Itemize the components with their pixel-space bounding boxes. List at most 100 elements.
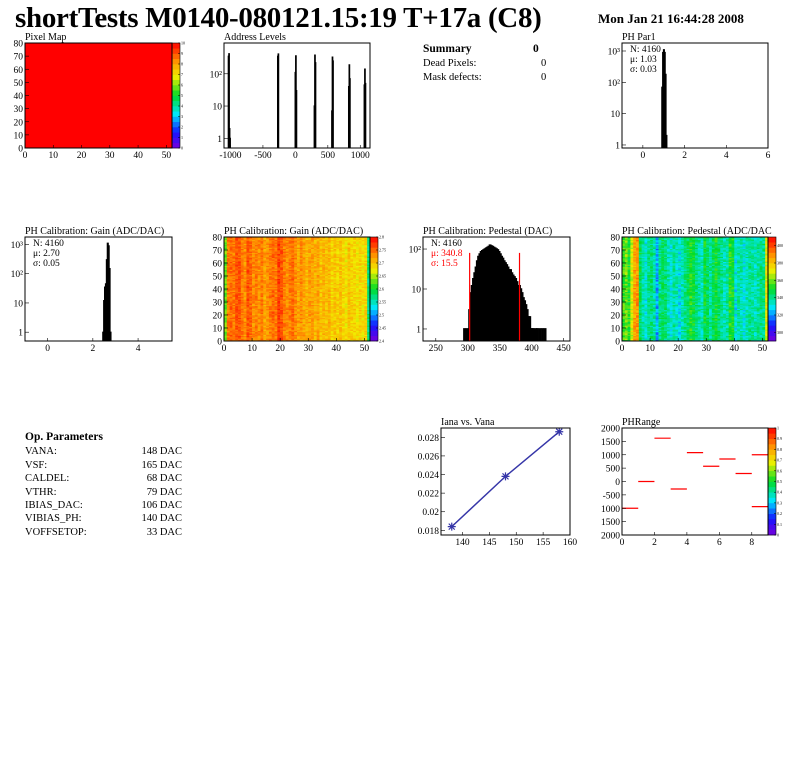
heatmap-cell xyxy=(294,266,298,269)
heatmap-cell xyxy=(274,308,278,311)
heatmap-cell xyxy=(249,243,253,246)
heatmap-cell xyxy=(316,281,320,283)
stats-line: N: 4160 xyxy=(630,45,661,55)
heatmap-cell xyxy=(291,329,295,331)
heatmap-cell xyxy=(308,305,312,308)
heatmap-cell xyxy=(341,311,346,313)
heatmap-cell xyxy=(224,237,228,239)
heatmap-cell xyxy=(238,238,242,240)
heatmap-cell xyxy=(322,260,326,262)
heatmap-cell xyxy=(257,278,261,281)
heatmap-cell xyxy=(319,308,323,311)
heatmap-cell xyxy=(235,316,239,318)
heatmap-cell xyxy=(339,248,343,251)
heatmap-cell xyxy=(327,253,331,256)
heatmap-cell xyxy=(291,287,295,290)
heatmap-cell xyxy=(327,333,331,335)
heatmap-cell xyxy=(311,317,315,320)
heatmap-cell xyxy=(355,321,360,324)
y-tick-label: 10 xyxy=(14,131,24,141)
heatmap-cell xyxy=(252,247,256,249)
heatmap-cell xyxy=(322,252,326,255)
chart-title: PH Calibration: Gain (ADC/DAC) xyxy=(224,226,363,237)
heatmap-cell xyxy=(313,252,317,255)
heatmap-cell xyxy=(224,317,228,320)
heatmap-cell xyxy=(633,304,637,307)
heatmap-cell xyxy=(336,300,340,303)
heatmap-cell xyxy=(229,286,233,288)
heatmap-cell xyxy=(350,295,354,298)
heatmap-cell xyxy=(311,279,315,282)
heatmap-cell xyxy=(277,338,281,340)
heatmap-cell xyxy=(624,264,628,266)
heatmap-cell xyxy=(224,326,228,329)
heatmap-cell xyxy=(316,337,320,339)
heatmap-cell xyxy=(633,252,637,255)
heatmap-cell xyxy=(266,256,270,259)
heatmap-cell xyxy=(252,302,256,304)
heatmap-cell xyxy=(291,244,295,247)
heatmap-cell xyxy=(633,325,637,327)
heatmap-cell xyxy=(358,243,362,246)
heatmap-cell xyxy=(636,294,640,296)
heatmap-cell xyxy=(313,270,317,273)
heatmap-cell xyxy=(355,322,360,325)
heatmap-cell xyxy=(274,253,278,256)
heatmap-cell xyxy=(358,335,362,338)
heatmap-cell xyxy=(274,277,278,279)
heatmap-cell xyxy=(226,318,230,321)
heatmap-cell xyxy=(271,259,275,261)
heatmap-cell xyxy=(325,263,329,265)
heatmap-cell xyxy=(627,331,631,334)
heatmap-cell xyxy=(291,242,295,244)
heatmap-cell xyxy=(330,329,334,331)
heatmap-cell xyxy=(294,324,298,326)
heatmap-cell xyxy=(627,242,631,244)
heatmap-cell xyxy=(297,240,301,243)
heatmap-cell xyxy=(344,246,348,248)
heatmap-cell xyxy=(313,305,317,308)
heatmap-cell xyxy=(232,242,236,244)
heatmap-cell xyxy=(274,321,278,324)
heatmap-cell xyxy=(263,309,267,312)
heatmap-cell xyxy=(294,299,298,301)
heatmap-cell xyxy=(355,295,360,298)
heatmap-cell xyxy=(240,247,244,249)
heatmap-cell xyxy=(246,315,250,317)
heatmap-cell xyxy=(319,246,323,248)
heatmap-cell xyxy=(240,244,244,247)
heatmap-cell xyxy=(282,318,287,321)
heatmap-cell xyxy=(333,333,337,335)
heatmap-cell xyxy=(263,320,267,322)
heatmap-cell xyxy=(257,256,261,259)
heatmap-cell xyxy=(252,308,256,311)
heatmap-cell xyxy=(364,317,368,320)
heatmap-cell xyxy=(355,269,360,272)
heatmap-cell xyxy=(280,304,284,307)
heatmap-cell xyxy=(355,253,360,256)
heatmap-cell xyxy=(240,252,244,255)
heatmap-cell xyxy=(305,303,309,305)
heatmap-cell xyxy=(260,299,264,301)
heatmap-cell xyxy=(280,257,284,260)
heatmap-cell xyxy=(336,238,340,240)
heatmap-cell xyxy=(341,295,346,298)
heatmap-cell xyxy=(299,283,303,286)
heatmap-cell xyxy=(358,272,362,274)
heatmap-cell xyxy=(288,261,292,264)
heatmap-cell xyxy=(333,290,337,292)
heatmap-cell xyxy=(358,305,362,308)
heatmap-cell xyxy=(294,253,298,256)
heatmap-cell xyxy=(367,291,371,294)
heatmap-cell xyxy=(353,330,357,333)
heatmap-cell xyxy=(263,312,267,314)
heatmap-cell xyxy=(327,256,331,259)
heatmap-cell xyxy=(339,281,343,283)
heatmap-cell xyxy=(266,272,270,274)
heatmap-cell xyxy=(229,305,233,308)
heatmap-cell xyxy=(311,237,315,239)
heatmap-cell xyxy=(288,315,292,317)
heatmap-cell xyxy=(274,268,278,270)
heatmap-cell xyxy=(305,270,309,273)
heatmap-cell xyxy=(238,309,242,312)
